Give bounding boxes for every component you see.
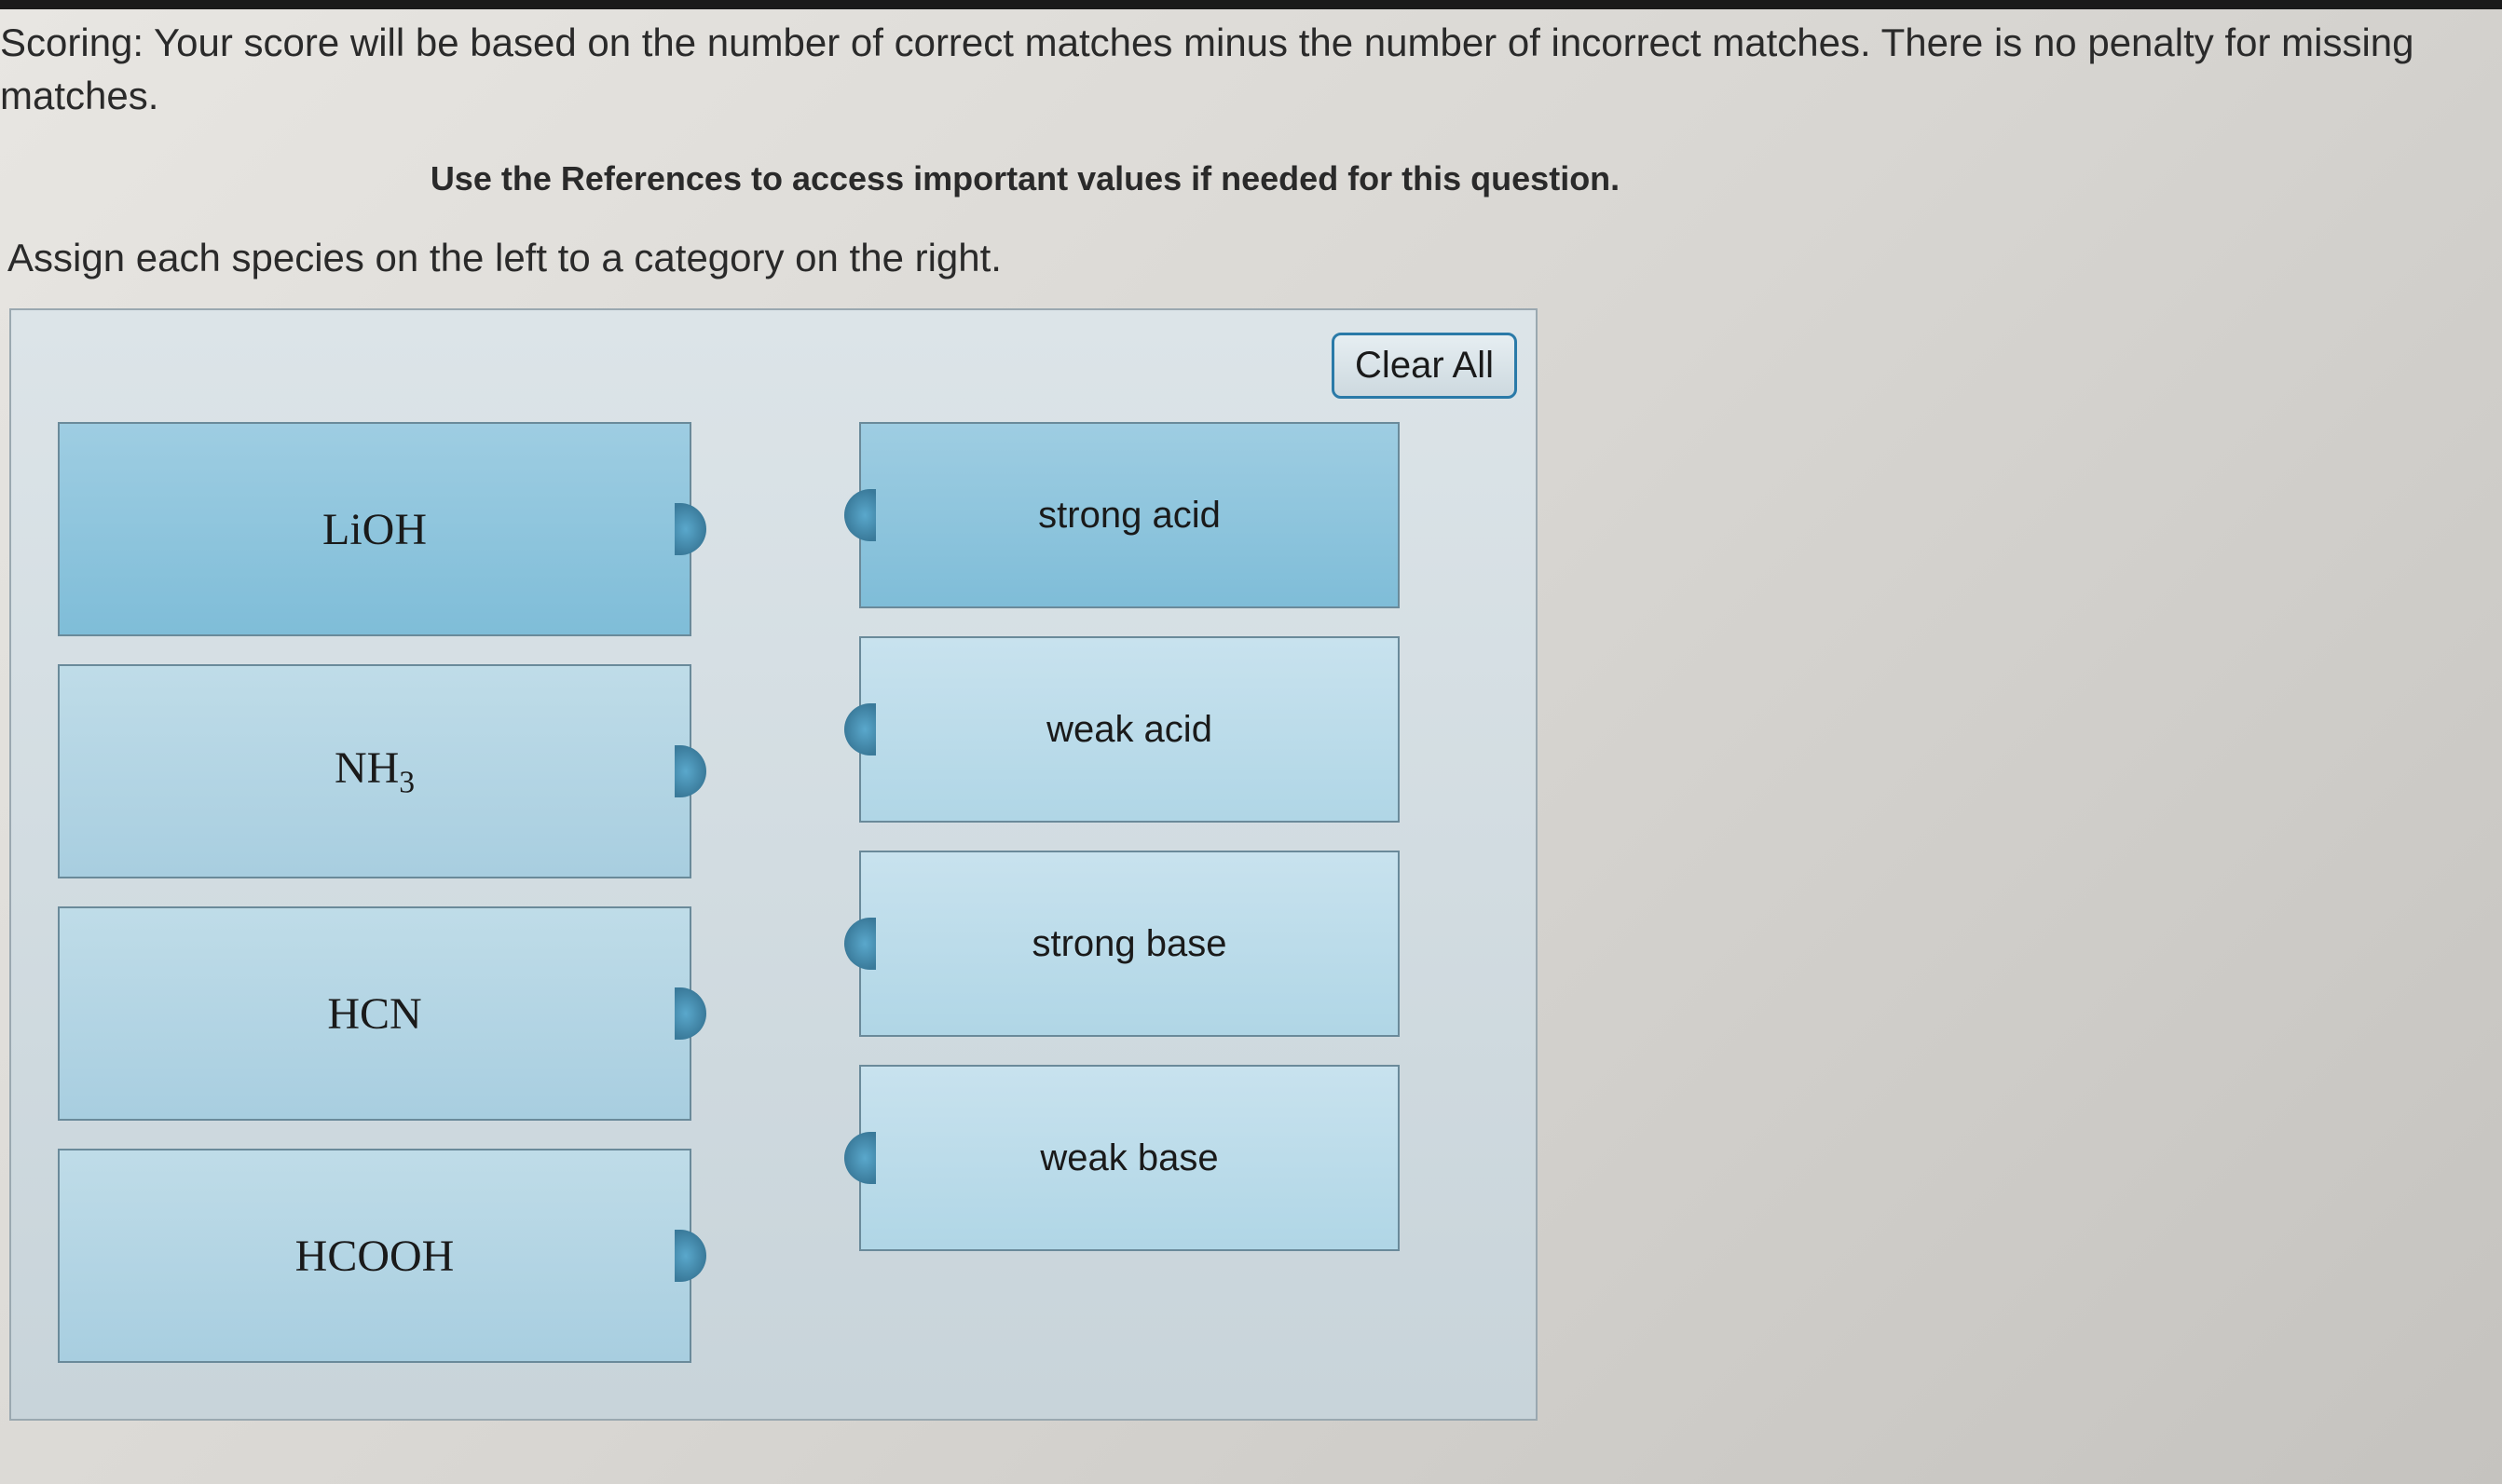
- category-item-weak-acid[interactable]: weak acid: [859, 636, 1400, 823]
- connector-socket-icon[interactable]: [844, 918, 876, 970]
- category-label: strong base: [1032, 923, 1226, 965]
- category-item-weak-base[interactable]: weak base: [859, 1065, 1400, 1251]
- category-label: strong acid: [1038, 495, 1221, 537]
- connector-plug-icon[interactable]: [675, 987, 706, 1040]
- category-label: weak acid: [1046, 709, 1212, 751]
- category-item-strong-base[interactable]: strong base: [859, 851, 1400, 1037]
- species-item-nh3[interactable]: NH3: [58, 664, 691, 878]
- category-item-strong-acid[interactable]: strong acid: [859, 422, 1400, 608]
- category-label: weak base: [1040, 1137, 1218, 1179]
- scoring-text: Scoring: Your score will be based on the…: [0, 9, 2502, 122]
- matching-panel-header: Clear All: [11, 310, 1536, 422]
- connector-plug-icon[interactable]: [675, 745, 706, 797]
- species-column: LiOH NH3 HCN HCOOH: [58, 422, 691, 1391]
- matching-columns: LiOH NH3 HCN HCOOH: [11, 422, 1536, 1391]
- species-label: LiOH: [322, 504, 427, 555]
- connector-socket-icon[interactable]: [844, 703, 876, 756]
- clear-all-button[interactable]: Clear All: [1332, 333, 1517, 399]
- connector-socket-icon[interactable]: [844, 1132, 876, 1184]
- connector-plug-icon[interactable]: [675, 1230, 706, 1282]
- species-item-hcooh[interactable]: HCOOH: [58, 1149, 691, 1363]
- species-item-lioh[interactable]: LiOH: [58, 422, 691, 636]
- species-label: HCOOH: [295, 1231, 455, 1282]
- species-item-hcn[interactable]: HCN: [58, 906, 691, 1121]
- connector-plug-icon[interactable]: [675, 503, 706, 555]
- page-root: Scoring: Your score will be based on the…: [0, 0, 2502, 1484]
- connector-socket-icon[interactable]: [844, 489, 876, 541]
- category-column: strong acid weak acid strong base weak b…: [859, 422, 1400, 1391]
- species-label: NH3: [335, 742, 415, 801]
- species-label: HCN: [327, 988, 421, 1040]
- instruction-text: Assign each species on the left to a cat…: [0, 226, 2502, 299]
- window-top-bar: [0, 0, 2502, 9]
- references-hint: Use the References to access important v…: [0, 122, 2050, 226]
- matching-panel: Clear All LiOH NH3 HCN HCOOH: [9, 308, 1538, 1421]
